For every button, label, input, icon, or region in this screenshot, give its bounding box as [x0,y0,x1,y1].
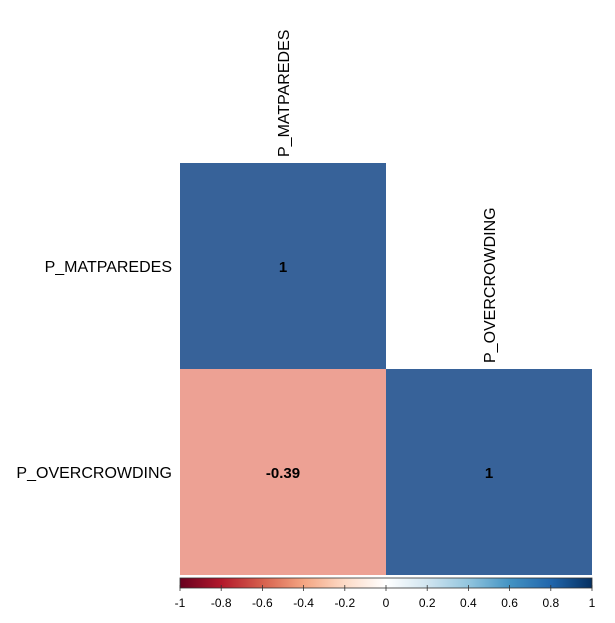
colorbar-tick-label: 0.8 [542,596,559,610]
heatmap-cells [180,163,592,575]
column-labels: P_MATPAREDES P_OVERCROWDING [276,30,499,363]
cell-label-p-matparedes-p-matparedes: 1 [279,259,287,276]
colorbar-tick-label: -0.8 [211,596,232,610]
cell-label-p-overcrowding-p-overcrowding: 1 [485,465,493,482]
heatmap-cell-p-overcrowding-p-matparedes [180,369,386,575]
row-label-p-overcrowding: P_OVERCROWDING [16,465,172,482]
colorbar-tick-label: -1 [175,596,186,610]
colorbar-tick-label: 0.4 [460,596,477,610]
colorbar-ticks: -1 -0.8 -0.6 -0.4 -0.2 0 0.2 0.4 0.6 0.8 1 [175,585,596,610]
colorbar-tick-label: 0.6 [501,596,518,610]
heatmap-cell-p-overcrowding-p-overcrowding [386,369,592,575]
heatmap-cell-p-matparedes-p-matparedes [180,163,386,369]
colorbar-tick-label: 1 [589,596,596,610]
column-label-p-matparedes: P_MATPAREDES [276,30,293,157]
colorbar-tick-label: 0.2 [419,596,436,610]
colorbar-tick-label: -0.6 [252,596,273,610]
row-label-p-matparedes: P_MATPAREDES [45,259,172,276]
colorbar: -1 -0.8 -0.6 -0.4 -0.2 0 0.2 0.4 0.6 0.8 1 [175,577,596,610]
cell-label-p-overcrowding-p-matparedes: -0.39 [266,465,300,482]
column-label-p-overcrowding: P_OVERCROWDING [482,207,499,363]
cell-value-labels: 1 -0.39 1 [266,259,493,482]
colorbar-tick-label: -0.4 [293,596,314,610]
colorbar-tick-label: -0.2 [334,596,355,610]
colorbar-tick-label: 0 [383,596,390,610]
row-labels: P_MATPAREDES P_OVERCROWDING [16,259,172,482]
